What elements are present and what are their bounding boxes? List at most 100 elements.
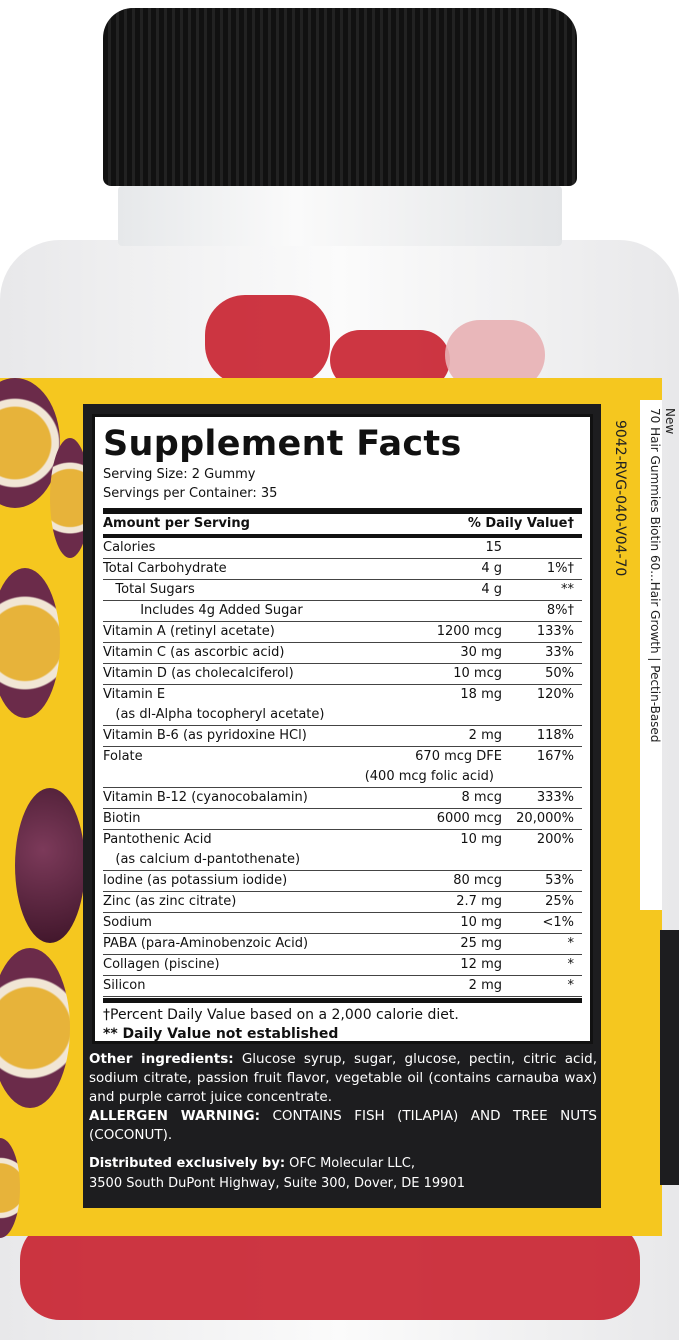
- nutrient-daily-value: 20,000%: [516, 811, 574, 826]
- nutrient-daily-value: 33%: [545, 645, 574, 660]
- side-product-text-2: New: [663, 408, 677, 435]
- nutrient-daily-value: **: [561, 582, 574, 597]
- nutrient-row: Pantothenic Acid 10 mg 200% (as calcium d-…: [103, 830, 582, 871]
- servings-per-container: Servings per Container: 35: [103, 486, 278, 501]
- other-ingredients-label: Other ingredients:: [89, 1051, 234, 1067]
- nutrient-amount: 10 mcg: [453, 666, 502, 681]
- nutrient-daily-value: 53%: [545, 873, 574, 888]
- nutrient-name: Vitamin A (retinyl acetate): [103, 624, 275, 639]
- nutrient-name: Iodine (as potassium iodide): [103, 873, 288, 888]
- nutrient-name: PABA (para-Aminobenzoic Acid): [103, 936, 309, 951]
- distributor: Distributed exclusively by: OFC Molecula…: [89, 1154, 465, 1194]
- nutrient-daily-value: [502, 538, 582, 558]
- nutrient-name: Vitamin E: [103, 687, 166, 702]
- nutrient-row: Folate 670 mcg DFE 167% (400 mcg folic acid…: [103, 747, 582, 788]
- bottle-cap: [103, 8, 577, 186]
- distributor-address: 3500 South DuPont Highway, Suite 300, Do…: [89, 1176, 465, 1191]
- nutrient-amount: 2.7 mg: [456, 894, 502, 909]
- nutrient-amount: [382, 601, 502, 621]
- nutrient-row: Vitamin E 18 mg 120% (as dl-Alpha tocopher…: [103, 685, 582, 726]
- nutrient-amount: 10 mg: [460, 832, 502, 847]
- nutrient-amount: 6000 mcg: [436, 811, 502, 826]
- nutrient-name: Biotin: [103, 811, 141, 826]
- nutrient-row: Silicon 2 mg *: [103, 976, 582, 997]
- nutrient-amount: 25 mg: [460, 936, 502, 951]
- nutrient-row: Total Sugars 4 g **: [103, 580, 582, 601]
- distributor-label: Distributed exclusively by:: [89, 1156, 286, 1171]
- nutrient-daily-value: *: [567, 978, 575, 993]
- footnote-1: †Percent Daily Value based on a 2,000 ca…: [103, 998, 582, 1025]
- divider: [103, 508, 582, 514]
- other-ingredients-text: Glucose syrup, sugar, glucose, pectin, c…: [89, 1051, 598, 1105]
- nutrient-name: Calories: [103, 540, 156, 555]
- nutrient-daily-value: 50%: [545, 666, 574, 681]
- nutrient-amount: 2 mg: [468, 978, 502, 993]
- nutrient-name: Pantothenic Acid: [103, 832, 212, 847]
- gummy: [20, 1220, 640, 1320]
- nutrient-amount: 10 mg: [460, 915, 502, 930]
- facts-header: Amount per Serving % Daily Value†: [103, 514, 582, 538]
- nutrient-amount: 80 mcg: [453, 873, 502, 888]
- nutrient-amount: 670 mcg DFE: [415, 749, 502, 764]
- nutrient-row: Iodine (as potassium iodide) 80 mcg 53%: [103, 871, 582, 892]
- nutrient-row: Vitamin A (retinyl acetate) 1200 mcg 133%: [103, 622, 582, 643]
- allergen-label: ALLERGEN WARNING:: [89, 1108, 260, 1124]
- nutrient-amount: 4 g: [481, 561, 502, 576]
- nutrient-name: Collagen (piscine): [103, 957, 220, 972]
- nutrient-name: Vitamin D (as cholecalciferol): [103, 666, 294, 681]
- footnote-2: ** Daily Value not established: [103, 1026, 339, 1042]
- passion-fruit-image: [0, 568, 60, 718]
- amount-header: Amount per Serving: [103, 516, 250, 531]
- nutrient-name: Folate: [103, 749, 143, 764]
- nutrient-row: Includes 4g Added Sugar 8%†: [103, 601, 582, 622]
- nutrient-name: Total Carbohydrate: [103, 561, 227, 576]
- nutrient-daily-value: 118%: [536, 728, 574, 743]
- nutrient-daily-value: 120%: [536, 687, 574, 702]
- nutrient-daily-value: 25%: [545, 894, 574, 909]
- nutrient-name: Includes 4g Added Sugar: [103, 603, 303, 618]
- nutrient-name: Vitamin C (as ascorbic acid): [103, 645, 285, 660]
- nutrient-row: Vitamin C (as ascorbic acid) 30 mg 33%: [103, 643, 582, 664]
- nutrient-amount: 8 mcg: [461, 790, 502, 805]
- passion-fruit-image: [0, 1138, 20, 1238]
- nutrient-row: PABA (para-Aminobenzoic Acid) 25 mg *: [103, 934, 582, 955]
- nutrient-row: Collagen (piscine) 12 mg *: [103, 955, 582, 976]
- nutrient-amount: 12 mg: [460, 957, 502, 972]
- nutrient-row: Calories 15: [103, 538, 582, 559]
- nutrient-name: Total Sugars: [103, 582, 195, 597]
- nutrient-amount: 15: [485, 540, 502, 555]
- other-ingredients: Other ingredients: Glucose syrup, sugar,…: [89, 1050, 597, 1145]
- nutrient-daily-value: 8%†: [546, 603, 574, 618]
- side-label-band: [640, 400, 662, 910]
- dv-header: % Daily Value†: [467, 516, 574, 531]
- nutrient-source: (as dl-Alpha tocopheryl acetate): [103, 707, 325, 722]
- nutrient-row: Total Carbohydrate 4 g 1%†: [103, 559, 582, 580]
- nutrient-name: Vitamin B-6 (as pyridoxine HCl): [103, 728, 307, 743]
- serving-size: Serving Size: 2 Gummy: [103, 467, 256, 482]
- nutrient-name: Sodium: [103, 915, 152, 930]
- nutrient-row: Vitamin B-12 (cyanocobalamin) 8 mcg 333%: [103, 788, 582, 809]
- nutrient-amount: 4 g: [481, 582, 502, 597]
- passion-fruit-image: [15, 788, 85, 943]
- nutrient-row: Zinc (as zinc citrate) 2.7 mg 25%: [103, 892, 582, 913]
- nutrient-daily-value: 1%†: [546, 561, 574, 576]
- nutrient-daily-value: *: [567, 936, 575, 951]
- nutrient-row: Sodium 10 mg <1%: [103, 913, 582, 934]
- facts-title: Supplement Facts: [103, 424, 462, 464]
- passion-fruit-image: [0, 948, 70, 1108]
- supplement-facts-box: Supplement Facts Serving Size: 2 Gummy S…: [92, 414, 593, 1044]
- nutrient-daily-value: 333%: [536, 790, 574, 805]
- allergen-text: CONTAINS FISH (TILAPIA) AND TREE NUTS (C…: [89, 1108, 597, 1143]
- nutrient-name: Silicon: [103, 978, 146, 993]
- nutrient-daily-value: <1%: [542, 915, 574, 930]
- nutrient-daily-value: 200%: [536, 832, 574, 847]
- nutrient-row: Biotin 6000 mcg 20,000%: [103, 809, 582, 830]
- bottle-neck: [118, 186, 562, 246]
- distributor-name: OFC Molecular LLC,: [285, 1156, 415, 1171]
- nutrient-row: Vitamin D (as cholecalciferol) 10 mcg 50%: [103, 664, 582, 685]
- nutrient-row: Vitamin B-6 (as pyridoxine HCl) 2 mg 118%: [103, 726, 582, 747]
- side-product-text: 70 Hair Gummies Biotin 60...Hair Growth …: [648, 408, 662, 743]
- nutrient-amount: 18 mg: [460, 687, 502, 702]
- nutrient-amount: 2 mg: [468, 728, 502, 743]
- nutrient-name: Vitamin B-12 (cyanocobalamin): [103, 790, 308, 805]
